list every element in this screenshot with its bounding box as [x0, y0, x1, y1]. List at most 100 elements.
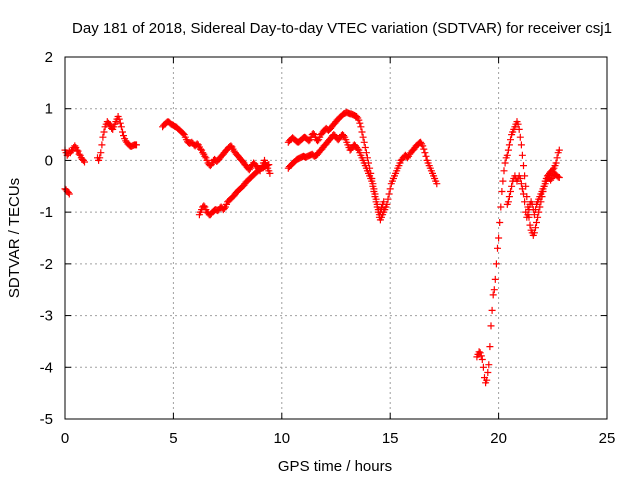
- data-point: [496, 219, 504, 226]
- y-tick-label: -2: [40, 256, 53, 273]
- data-point: [532, 206, 539, 214]
- x-tick-label: 10: [273, 430, 290, 447]
- data-point: [516, 133, 524, 141]
- data-point: [520, 190, 527, 198]
- data-point: [133, 141, 140, 149]
- data-point: [197, 145, 204, 153]
- x-tick-label: 20: [490, 430, 507, 447]
- data-point: [353, 113, 361, 120]
- data-point: [475, 348, 483, 356]
- data-point: [490, 286, 498, 294]
- data-point: [116, 119, 124, 127]
- data-point: [521, 198, 529, 206]
- data-point: [200, 202, 208, 210]
- data-point: [508, 182, 516, 190]
- data-point: [371, 193, 379, 201]
- data-points: [61, 108, 563, 387]
- y-tick-label: 0: [45, 152, 53, 169]
- data-point: [356, 119, 364, 127]
- data-point: [73, 146, 81, 154]
- data-point: [75, 150, 83, 158]
- data-point: [81, 158, 88, 166]
- data-point: [420, 145, 428, 153]
- data-point: [119, 128, 126, 136]
- data-point: [417, 138, 425, 146]
- data-point: [266, 169, 274, 177]
- data-point: [485, 361, 493, 369]
- data-point: [498, 188, 506, 195]
- data-point: [100, 128, 108, 136]
- data-point: [491, 275, 499, 283]
- data-point: [524, 211, 532, 219]
- ticks: [64, 56, 608, 420]
- data-point: [96, 154, 104, 162]
- data-point: [526, 221, 534, 229]
- data-point: [478, 356, 486, 363]
- data-point: [499, 177, 507, 185]
- data-point: [553, 154, 561, 162]
- y-tick-label: 2: [45, 49, 53, 66]
- y-tick-label: -5: [40, 411, 53, 428]
- data-point: [368, 177, 376, 185]
- data-point: [201, 152, 209, 160]
- data-point: [507, 188, 514, 195]
- data-point: [385, 190, 393, 198]
- x-tick-label: 0: [61, 430, 69, 447]
- data-point: [505, 193, 513, 201]
- data-point: [555, 174, 563, 181]
- data-point: [487, 322, 495, 330]
- data-point: [520, 162, 527, 170]
- data-point: [504, 198, 512, 206]
- data-point: [501, 159, 509, 167]
- x-tick-label: 25: [599, 430, 616, 447]
- data-point: [361, 144, 369, 151]
- data-point: [419, 142, 427, 150]
- data-point: [360, 138, 368, 146]
- data-point: [421, 149, 429, 157]
- data-point: [65, 190, 73, 198]
- data-point: [340, 132, 348, 140]
- tick-labels: 0 5 10 15 20 25 -5 -4 -3 -2 -1 0 1 2: [40, 49, 616, 447]
- data-point: [484, 369, 492, 376]
- x-axis-label: GPS time / hours: [278, 458, 392, 475]
- data-point: [357, 123, 365, 131]
- data-point: [404, 154, 411, 162]
- data-point: [479, 363, 487, 371]
- data-point: [483, 376, 491, 384]
- y-tick-label: -3: [40, 308, 53, 325]
- data-point: [517, 180, 525, 188]
- data-point: [514, 120, 522, 128]
- data-point: [207, 161, 215, 169]
- data-point: [354, 145, 362, 153]
- data-point: [533, 219, 540, 226]
- data-point: [314, 137, 322, 145]
- data-point: [265, 161, 273, 169]
- data-point: [359, 133, 367, 141]
- data-point: [98, 141, 106, 149]
- data-point: [245, 166, 253, 174]
- data-point: [373, 203, 381, 211]
- data-point: [79, 156, 87, 164]
- data-point: [507, 136, 514, 144]
- data-point: [547, 176, 555, 184]
- data-point: [117, 123, 125, 131]
- data-point: [504, 146, 512, 154]
- data-point: [422, 152, 430, 160]
- data-point: [530, 211, 538, 219]
- data-point: [305, 137, 313, 145]
- data-point: [220, 205, 228, 212]
- data-point: [495, 234, 503, 242]
- data-point: [68, 147, 75, 155]
- data-point: [74, 147, 82, 155]
- x-tick-label: 5: [169, 430, 177, 447]
- data-point: [532, 224, 539, 232]
- data-point: [199, 149, 207, 157]
- data-point: [530, 229, 538, 237]
- data-point: [71, 142, 79, 150]
- data-point: [97, 149, 105, 157]
- data-point: [489, 291, 497, 299]
- data-point: [486, 343, 494, 351]
- data-point: [518, 151, 526, 159]
